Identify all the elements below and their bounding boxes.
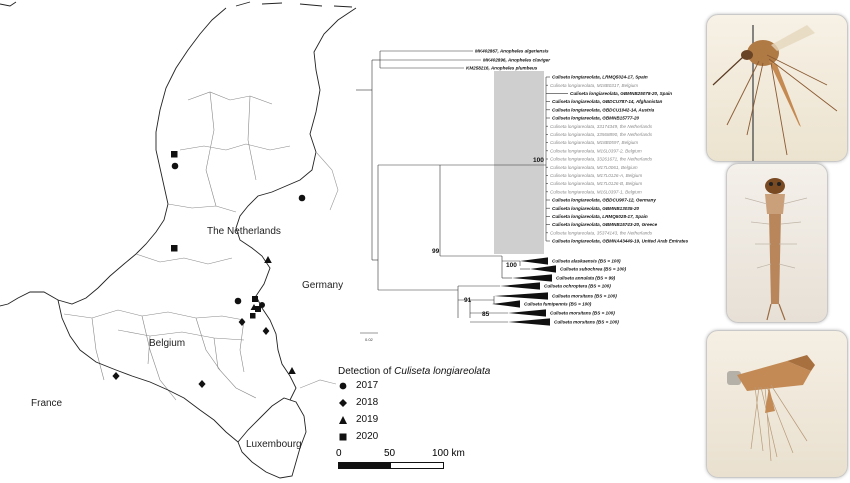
country-label-germany: Germany bbox=[302, 280, 344, 291]
tip-collapsed: Culiseta annulata (BS = 99) bbox=[556, 276, 616, 281]
marker-2020 bbox=[252, 296, 258, 302]
collapsed-clade bbox=[508, 318, 550, 326]
tip-collapsed: Culiseta morsitans (BS = 100) bbox=[554, 320, 619, 325]
marker-2018 bbox=[262, 327, 270, 335]
square-icon bbox=[338, 431, 356, 443]
internal-boundaries bbox=[63, 91, 291, 401]
luxembourg-outline bbox=[237, 397, 307, 479]
tip-longiareolata: Culiseta longiareolata, GBMNA43449-19, U… bbox=[552, 239, 689, 244]
tip-longiareolata: Culiseta longiareolata, M16L0397-2, Belg… bbox=[550, 148, 642, 153]
tip-longiareolata: Culiseta longiareolata, GBMNB25078-20, S… bbox=[570, 91, 672, 96]
tip-longiareolata: Culiseta longiareolata, GBMNB13035-20 bbox=[552, 206, 639, 211]
map-scale-bar: 0 50 100 km bbox=[336, 448, 488, 478]
tip-longiareolata: Culiseta longiareolata, GBDCU1042-14, Au… bbox=[552, 107, 655, 112]
photo-larva-siphon bbox=[706, 330, 848, 478]
marker-2017 bbox=[234, 297, 242, 305]
border-netherlands-germany bbox=[235, 7, 357, 401]
tip-longiareolata: Culiseta longiareolata, 35374143, the Ne… bbox=[550, 230, 653, 235]
markers bbox=[112, 151, 306, 388]
tip-longiareolata: Culiseta longiareolata, LRMQ5028-17, Spa… bbox=[552, 214, 648, 219]
scale-tick-100: 100 km bbox=[432, 448, 465, 459]
country-label-belgium: Belgium bbox=[149, 338, 186, 349]
marker-2017 bbox=[171, 162, 179, 170]
marker-2020 bbox=[171, 245, 178, 252]
tip-longiareolata: Culiseta longiareolata, M18B0317, Belgiu… bbox=[550, 83, 638, 88]
highlight-box bbox=[494, 71, 544, 254]
collapsed-clade bbox=[500, 282, 540, 290]
tip-longiareolata: Culiseta longiareolata, M18B0597, Belgiu… bbox=[550, 140, 638, 145]
tip-longiareolata: Culiseta longiareolata, M16L0397-1, Belg… bbox=[550, 189, 642, 194]
bs-ingroup: 99 bbox=[432, 248, 440, 255]
uk-coast bbox=[0, 1, 17, 7]
tip-longiareolata: Culiseta longiareolata, M17L0061, Belgiu… bbox=[550, 165, 638, 170]
scale-tick-0: 0 bbox=[336, 448, 342, 459]
collapsed-clade bbox=[520, 257, 548, 265]
tip-longiareolata: Culiseta longiareolata, 33568890, the Ne… bbox=[550, 132, 653, 137]
tip-collapsed: Culiseta morsitans (BS = 100) bbox=[550, 311, 615, 316]
legend-item-2019: 2019 bbox=[338, 411, 498, 428]
marker-2018 bbox=[198, 380, 206, 388]
map bbox=[0, 1, 357, 479]
diamond-icon bbox=[338, 397, 356, 409]
bs-annulata-group: 100 bbox=[506, 262, 517, 269]
tip-longiareolata: Culiseta longiareolata, GBMNB15743-20, G… bbox=[552, 222, 658, 227]
photo-adult-mosquito bbox=[706, 14, 848, 162]
tip-collapsed: Culiseta ochroptera (BS = 100) bbox=[544, 284, 611, 289]
tip-longiareolata: Culiseta longiareolata, M17L0126-B, Belg… bbox=[550, 181, 642, 186]
tip-longiareolata: Culiseta longiareolata, GBMNB15777-20 bbox=[552, 116, 639, 121]
germany-interior bbox=[299, 151, 339, 389]
country-label-netherlands: The Netherlands bbox=[207, 226, 281, 237]
tip-collapsed: Culiseta subochrea (BS = 100) bbox=[560, 267, 626, 272]
marker-2019 bbox=[264, 256, 272, 263]
phylogenetic-tree: MK402867, Anopheles algeriensis MK402896,… bbox=[356, 49, 689, 342]
tip-outgroup: MK402867, Anopheles algeriensis bbox=[475, 49, 549, 54]
marker-2020 bbox=[171, 151, 178, 158]
scale-bar-black bbox=[338, 462, 392, 469]
scale-bar-white bbox=[390, 462, 444, 469]
collapsed-clade bbox=[508, 309, 546, 317]
tip-outgroup: MK402896, Anopheles claviger bbox=[483, 58, 550, 63]
tree-scale-label: 0.02 bbox=[365, 337, 374, 342]
marker-2020 bbox=[250, 313, 256, 319]
marker-2020 bbox=[255, 306, 261, 312]
tip-longiareolata: Culiseta longiareolata, GBDCU787-14, Afg… bbox=[552, 99, 663, 104]
border-belgium-france bbox=[57, 299, 239, 443]
marker-2019 bbox=[288, 367, 296, 374]
tip-outgroup: KM258216, Anopheles plumbeus bbox=[466, 66, 538, 71]
tip-longiareolata: Culiseta longiareolata, M17L0126-A, Belg… bbox=[550, 173, 642, 178]
tip-longiareolata: Culiseta longiareolata, 33261671, the Ne… bbox=[550, 157, 653, 162]
coastline-netherlands bbox=[0, 7, 227, 307]
legend-title: Detection of Culiseta longiareolata bbox=[338, 366, 491, 377]
triangle-icon bbox=[338, 414, 356, 426]
collapsed-clade bbox=[530, 265, 556, 273]
legend-item-2018: 2018 bbox=[338, 394, 498, 411]
tip-longiareolata: Culiseta longiareolata, 33174349, the Ne… bbox=[550, 124, 653, 129]
legend-item-2017: 2017 bbox=[338, 377, 498, 394]
belgium-provinces bbox=[117, 329, 257, 399]
photo-larva bbox=[726, 163, 828, 323]
marker-2018 bbox=[112, 372, 120, 380]
scale-tick-50: 50 bbox=[384, 448, 396, 459]
country-label-france: France bbox=[31, 398, 63, 409]
legend-item-2020: 2020 bbox=[338, 428, 498, 445]
country-label-luxembourg: Luxembourg bbox=[246, 439, 302, 450]
collapsed-clade bbox=[494, 292, 548, 300]
bs-morsitans-group: 91 bbox=[464, 297, 472, 304]
wadden-islands bbox=[235, 1, 353, 8]
bs-morsitans-pair: 85 bbox=[482, 311, 490, 318]
marker-2018 bbox=[238, 318, 246, 326]
bs-longiareolata: 100 bbox=[533, 157, 544, 164]
tip-longiareolata: Culiseta longiareolata, LRMQ5024-17, Spa… bbox=[552, 75, 648, 80]
tip-collapsed: Culiseta morsitans (BS = 100) bbox=[552, 294, 617, 299]
circle-icon bbox=[338, 380, 356, 392]
collapsed-clade bbox=[492, 300, 520, 308]
tip-longiareolata: Culiseta longiareolata, GBDCU907-12, Ger… bbox=[552, 198, 656, 203]
collapsed-clade bbox=[512, 274, 552, 282]
marker-2017 bbox=[298, 194, 306, 202]
map-legend: Detection of Culiseta longiareolata 2017… bbox=[338, 366, 498, 445]
tip-collapsed: Culiseta alaskaensis (BS = 100) bbox=[552, 259, 621, 264]
tip-collapsed: Culiseta fumipennis (BS = 100) bbox=[524, 302, 592, 307]
